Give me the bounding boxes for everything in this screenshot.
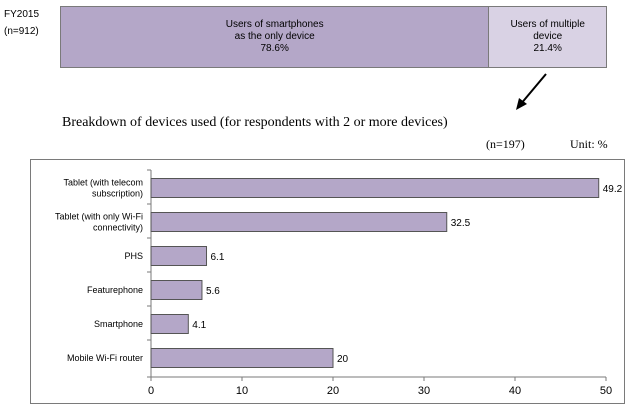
segment-1-line-3: 78.6%	[260, 43, 289, 54]
bar	[150, 178, 600, 198]
category-label: Smartphone	[94, 319, 143, 329]
segment-multiple-devices: Users of multiple device 21.4%	[489, 7, 606, 67]
fy-n-label: (n=912)	[4, 26, 39, 37]
stacked-share-bar: Users of smartphones as the only device …	[60, 6, 607, 68]
segment-smartphone-only: Users of smartphones as the only device …	[61, 7, 490, 67]
bar	[150, 212, 448, 232]
category-label-line: Smartphone	[94, 319, 143, 329]
bar	[150, 348, 334, 368]
category-label-line: connectivity)	[93, 223, 143, 233]
bar	[150, 314, 189, 334]
category-label-line: Mobile Wi-Fi router	[67, 353, 143, 363]
bar	[150, 280, 203, 300]
breakdown-n-label: (n=197)	[486, 137, 525, 151]
x-tick-label: 40	[509, 385, 521, 397]
category-label-line: Tablet (with telecom	[63, 178, 143, 188]
x-tick-label: 10	[236, 385, 248, 397]
x-tick-label: 20	[327, 385, 339, 397]
segment-2-line-2: device	[533, 31, 563, 42]
bar-value-label: 20	[337, 354, 349, 365]
category-label-line: Featurephone	[87, 285, 143, 295]
segment-1-line-2: as the only device	[234, 31, 315, 42]
x-tick-label: 0	[148, 385, 154, 397]
breakdown-arrow-head	[516, 98, 527, 110]
category-label: Tablet (with telecom subscription)	[63, 178, 143, 199]
category-label-line: subscription)	[92, 189, 143, 199]
segment-2-line-3: 21.4%	[533, 43, 562, 54]
fy-label: FY2015	[4, 9, 40, 20]
segment-2-line-1: Users of multiple	[510, 19, 585, 30]
breakdown-unit-label: Unit: %	[570, 137, 608, 151]
bar-value-label: 49.2	[603, 184, 623, 195]
category-label: Tablet (with only Wi-Fi connectivity)	[55, 212, 143, 233]
bar-value-label: 32.5	[451, 218, 471, 229]
category-label: Mobile Wi-Fi router	[67, 353, 143, 363]
bar-value-label: 5.6	[206, 286, 220, 297]
bar-value-label: 4.1	[192, 320, 206, 331]
breakdown-title: Breakdown of devices used (for responden…	[62, 115, 448, 130]
bar-value-label: 6.1	[211, 252, 225, 263]
category-label: PHS	[124, 251, 143, 261]
category-label-line: Tablet (with only Wi-Fi	[55, 212, 143, 222]
breakdown-arrow-line	[519, 73, 547, 106]
x-tick-label: 30	[418, 385, 430, 397]
segment-1-line-1: Users of smartphones	[225, 19, 324, 30]
fy-label-block: FY2015 (n=912)	[4, 6, 39, 40]
category-label: Featurephone	[87, 285, 143, 295]
x-tick-label: 50	[600, 385, 612, 397]
category-label-line: PHS	[124, 251, 143, 261]
bar	[150, 246, 208, 266]
